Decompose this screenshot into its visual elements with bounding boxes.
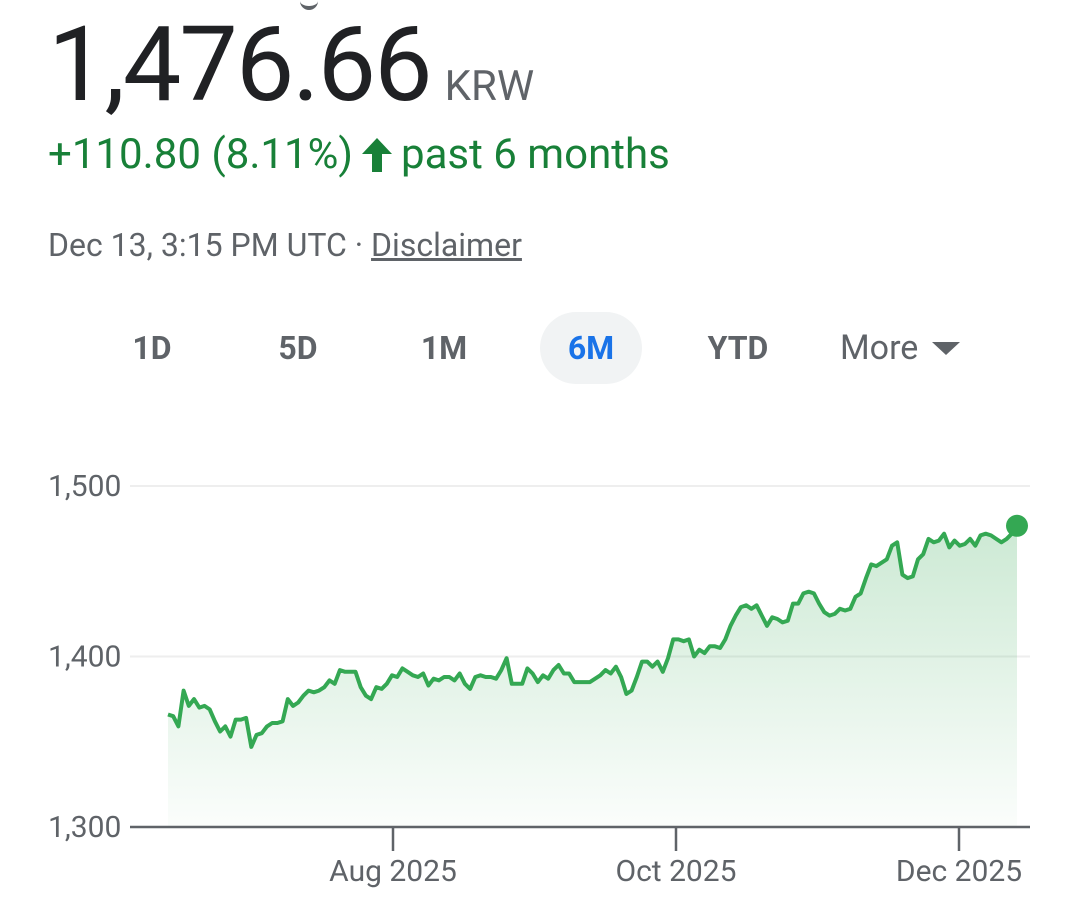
disclaimer-link[interactable]: Disclaimer: [371, 226, 522, 264]
y-tick-label: 1,300: [48, 810, 121, 845]
x-tick-label: Oct 2025: [615, 854, 736, 889]
price-area-fill: [168, 525, 1017, 827]
currency-label: KRW: [444, 62, 535, 111]
x-tick-label: Aug 2025: [329, 854, 457, 889]
range-tabs: 1D 5D 1M 6M YTD More: [100, 312, 1000, 384]
price-line: [167, 524, 1019, 749]
truncated-title-glyph: [300, 0, 318, 10]
change-value: +110.80 (8.11%): [48, 130, 353, 179]
tab-1m[interactable]: 1M: [420, 329, 468, 367]
timestamp-row: Dec 13, 3:15 PM UTC · Disclaimer: [48, 226, 522, 264]
arrow-up-icon: [362, 137, 392, 172]
more-label: More: [840, 328, 919, 368]
more-dropdown[interactable]: More: [840, 312, 961, 384]
price-header: 1,476.66 KRW: [48, 14, 534, 118]
y-tick-label: 1,500: [48, 469, 121, 504]
tab-ytd[interactable]: YTD: [707, 329, 769, 367]
tab-1d[interactable]: 1D: [132, 329, 172, 367]
y-tick-label: 1,400: [48, 640, 121, 675]
current-price: 1,476.66: [48, 5, 433, 126]
price-change: +110.80 (8.11%) past 6 months: [48, 130, 670, 179]
change-period: past 6 months: [401, 130, 670, 179]
tab-6m[interactable]: 6M: [540, 312, 642, 384]
current-point-marker: [1006, 514, 1028, 537]
timestamp: Dec 13, 3:15 PM UTC ·: [48, 226, 372, 264]
x-tick-label: Dec 2025: [896, 854, 1022, 889]
tab-5d[interactable]: 5D: [278, 329, 318, 367]
price-chart[interactable]: 1,500 1,400 1,300 Aug 2025 Oct 2025 Dec 2025: [0, 430, 1080, 903]
caret-down-icon: [932, 341, 961, 355]
